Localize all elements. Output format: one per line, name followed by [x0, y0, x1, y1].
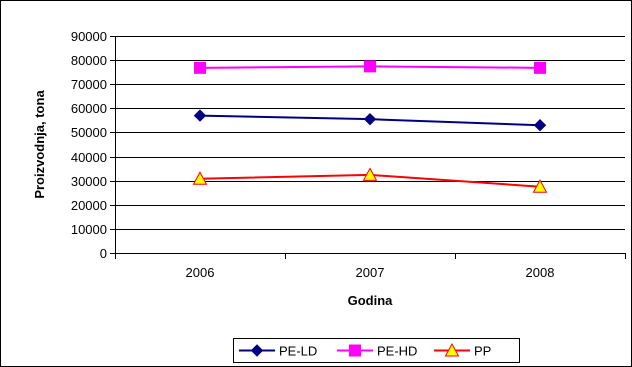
y-axis-title: Proizvodnja, tona — [32, 90, 47, 199]
legend-item-PP: PP — [434, 342, 491, 359]
series-PP — [192, 167, 548, 193]
y-tick-label-2: 20000 — [71, 198, 107, 213]
point-PP-2008 — [532, 179, 548, 193]
series-lines — [192, 60, 548, 193]
legend-label-PE-HD: PE-HD — [377, 344, 417, 359]
axes — [110, 36, 626, 259]
y-tick-label-3: 30000 — [71, 174, 107, 189]
y-tick-label-6: 60000 — [71, 101, 107, 116]
y-tick-label-1: 10000 — [71, 222, 107, 237]
point-PE-LD-2006 — [193, 109, 207, 122]
legend-marker-PE-LD — [250, 344, 264, 357]
legend-item-PE-LD: PE-LD — [239, 344, 317, 359]
legend-label-PE-LD: PE-LD — [279, 344, 317, 359]
x-tick-labels: 2006 2007 2008 — [186, 265, 555, 280]
y-tick-labels: 0 10000 20000 30000 40000 50000 60000 70000 8000… — [71, 29, 107, 261]
point-PP-2007 — [362, 167, 378, 181]
legend-marker-PE-HD — [349, 344, 361, 357]
gridlines — [115, 36, 625, 230]
y-tick-label-9: 90000 — [71, 29, 107, 44]
legend-label-PP: PP — [474, 344, 491, 359]
legend-item-PE-HD: PE-HD — [337, 344, 417, 359]
legend-box — [233, 338, 520, 363]
legend-marker-PP — [444, 342, 460, 357]
point-PE-LD-2008 — [533, 119, 547, 132]
y-tick-label-7: 70000 — [71, 77, 107, 92]
x-tick-label-2006: 2006 — [186, 265, 215, 280]
x-tick-label-2008: 2008 — [526, 265, 555, 280]
y-tick-label-0: 0 — [100, 246, 107, 261]
y-tick-label-8: 80000 — [71, 53, 107, 68]
y-tick-label-4: 40000 — [71, 150, 107, 165]
point-PE-HD-2008 — [534, 61, 546, 74]
x-tick-label-2007: 2007 — [356, 265, 385, 280]
x-axis-title: Godina — [348, 293, 394, 308]
y-tick-label-5: 50000 — [71, 125, 107, 140]
point-PE-LD-2007 — [363, 112, 377, 126]
point-PP-2006 — [192, 171, 208, 185]
series-PE-HD — [194, 60, 546, 74]
point-PE-HD-2006 — [194, 61, 206, 74]
series-PE-LD — [193, 109, 547, 132]
point-PE-HD-2007 — [364, 60, 376, 73]
legend: PE-LD PE-HD PP — [233, 338, 520, 363]
